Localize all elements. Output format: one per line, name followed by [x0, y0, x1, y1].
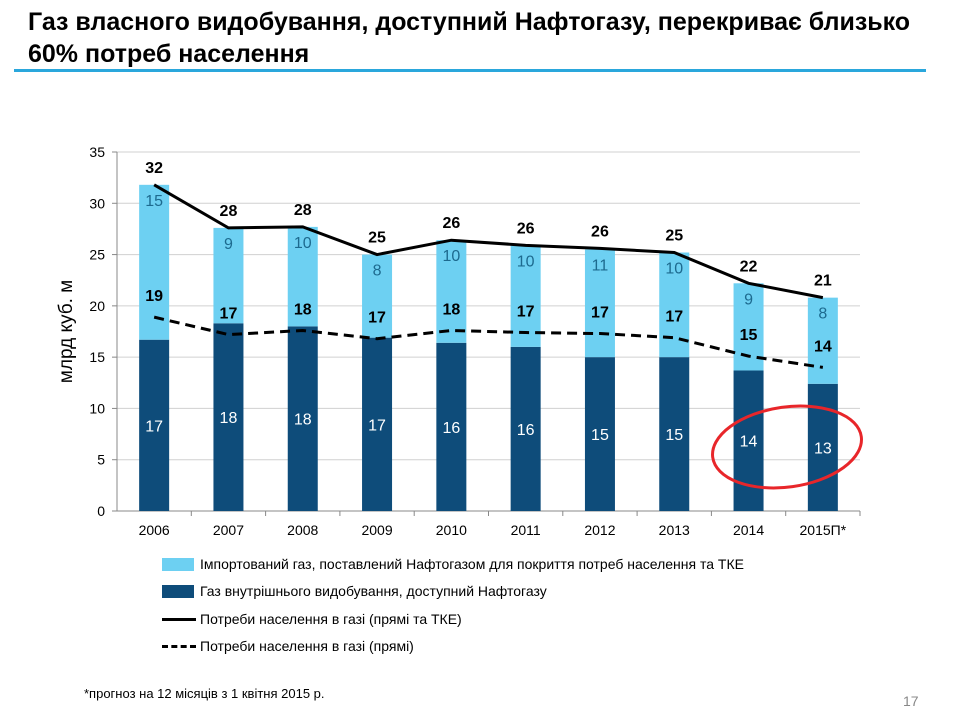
data-label-import: 9 [744, 291, 753, 308]
data-label-import: 8 [818, 306, 827, 323]
data-label-direct-needs: 17 [220, 306, 238, 323]
y-tick-label: 10 [89, 400, 105, 416]
legend-line-solid [162, 617, 196, 621]
x-tick-label: 2013 [659, 522, 690, 538]
highlight-circle [711, 404, 863, 490]
x-tick-label: 2009 [361, 522, 392, 538]
bar-domestic [287, 326, 318, 511]
x-tick-label: 2006 [139, 522, 170, 538]
legend-item-total-needs: Потреби населення в газі (прямі та ТКЕ) [162, 611, 462, 627]
bar-import [807, 297, 838, 384]
data-label-total-needs: 21 [814, 273, 832, 290]
y-axis-label: млрд куб. м [56, 280, 77, 383]
x-tick-label: 2010 [436, 522, 467, 538]
bar-import [139, 184, 170, 340]
line-total-needs [153, 183, 824, 300]
data-label-domestic: 14 [740, 434, 758, 451]
slide-title: Газ власного видобування, доступний Нафт… [28, 8, 911, 68]
line-direct-needs [153, 315, 824, 369]
x-tick-label: 2011 [511, 522, 541, 538]
data-label-direct-needs: 17 [591, 305, 609, 322]
x-tick-label: 2008 [287, 522, 318, 538]
bar-domestic [213, 323, 244, 511]
legend-swatch-domestic [162, 584, 194, 598]
data-label-domestic: 15 [665, 427, 683, 444]
x-tick-label: 2007 [213, 522, 244, 538]
legend-item-direct-needs: Потреби населення в газі (прямі) [162, 638, 414, 654]
data-label-domestic: 17 [368, 417, 386, 434]
y-tick-label: 20 [89, 298, 105, 314]
bar-domestic [362, 337, 393, 511]
data-label-import: 11 [592, 257, 609, 274]
y-tick-label: 30 [89, 195, 105, 211]
data-label-direct-needs: 17 [368, 310, 386, 327]
bar-import [287, 226, 318, 327]
bar-domestic [139, 339, 170, 511]
legend-label: Імпортований газ, поставлений Нафтогазом… [200, 556, 744, 572]
y-tick-label: 0 [97, 503, 105, 519]
data-label-total-needs: 26 [442, 215, 460, 232]
legend-label: Газ внутрішнього видобування, доступний … [200, 583, 547, 599]
data-label-domestic: 15 [591, 427, 609, 444]
data-label-import: 8 [373, 263, 382, 280]
data-label-domestic: 18 [294, 412, 312, 429]
data-label-domestic: 16 [442, 420, 460, 437]
bar-domestic [659, 357, 690, 511]
data-label-total-needs: 26 [591, 223, 609, 240]
bar-import [213, 227, 244, 324]
bar-domestic [436, 342, 467, 511]
bar-import [510, 245, 541, 347]
x-tick-label: 2014 [733, 522, 764, 538]
data-label-domestic: 17 [145, 418, 163, 435]
bar-import [436, 240, 467, 343]
legend-item-domestic: Газ внутрішнього видобування, доступний … [162, 583, 547, 599]
bar-domestic [510, 346, 541, 511]
data-label-domestic: 16 [517, 422, 535, 439]
bar-import [584, 249, 615, 358]
data-label-direct-needs: 15 [740, 327, 758, 344]
data-label-total-needs: 25 [665, 228, 683, 245]
data-label-direct-needs: 18 [294, 301, 312, 318]
bar-domestic [584, 357, 615, 511]
legend-item-import: Імпортований газ, поставлений Нафтогазом… [162, 556, 744, 572]
page-number: 17 [903, 693, 919, 709]
data-label-import: 9 [224, 236, 233, 253]
data-label-total-needs: 28 [294, 202, 312, 219]
data-label-direct-needs: 17 [665, 309, 683, 326]
legend-line-dashed [162, 644, 196, 648]
data-label-total-needs: 28 [220, 203, 238, 220]
y-tick-label: 25 [89, 247, 105, 263]
y-tick-label: 5 [97, 452, 105, 468]
data-label-total-needs: 22 [740, 258, 758, 275]
data-label-domestic: 13 [814, 440, 832, 457]
data-label-total-needs: 25 [368, 230, 386, 247]
data-label-direct-needs: 17 [517, 304, 535, 321]
y-tick-label: 35 [89, 144, 105, 160]
bar-import [362, 254, 393, 338]
legend-label: Потреби населення в газі (прямі) [200, 638, 414, 654]
data-label-import: 15 [145, 193, 163, 210]
data-label-import: 10 [294, 235, 312, 252]
data-label-import: 10 [442, 248, 460, 265]
y-tick-label: 15 [89, 349, 105, 365]
legend-swatch-import [162, 557, 194, 571]
data-label-total-needs: 26 [517, 220, 535, 237]
data-label-domestic: 18 [220, 410, 238, 427]
data-label-direct-needs: 18 [442, 301, 460, 318]
data-label-import: 10 [665, 261, 683, 278]
x-tick-label: 2015П* [800, 522, 847, 538]
x-tick-label: 2012 [584, 522, 615, 538]
data-label-direct-needs: 14 [814, 338, 832, 355]
title-underline [14, 69, 926, 72]
data-label-direct-needs: 19 [145, 288, 163, 305]
stacked-bar-chart: 0 5 10 15 20 25 30 35 млрд куб. м 2006 17 15 2007 18 9… [56, 144, 863, 538]
legend-label: Потреби населення в газі (прямі та ТКЕ) [200, 611, 462, 627]
data-label-import: 10 [517, 253, 535, 270]
footnote: *прогноз на 12 місяців з 1 квітня 2015 р… [84, 686, 325, 701]
data-label-total-needs: 32 [145, 160, 163, 177]
